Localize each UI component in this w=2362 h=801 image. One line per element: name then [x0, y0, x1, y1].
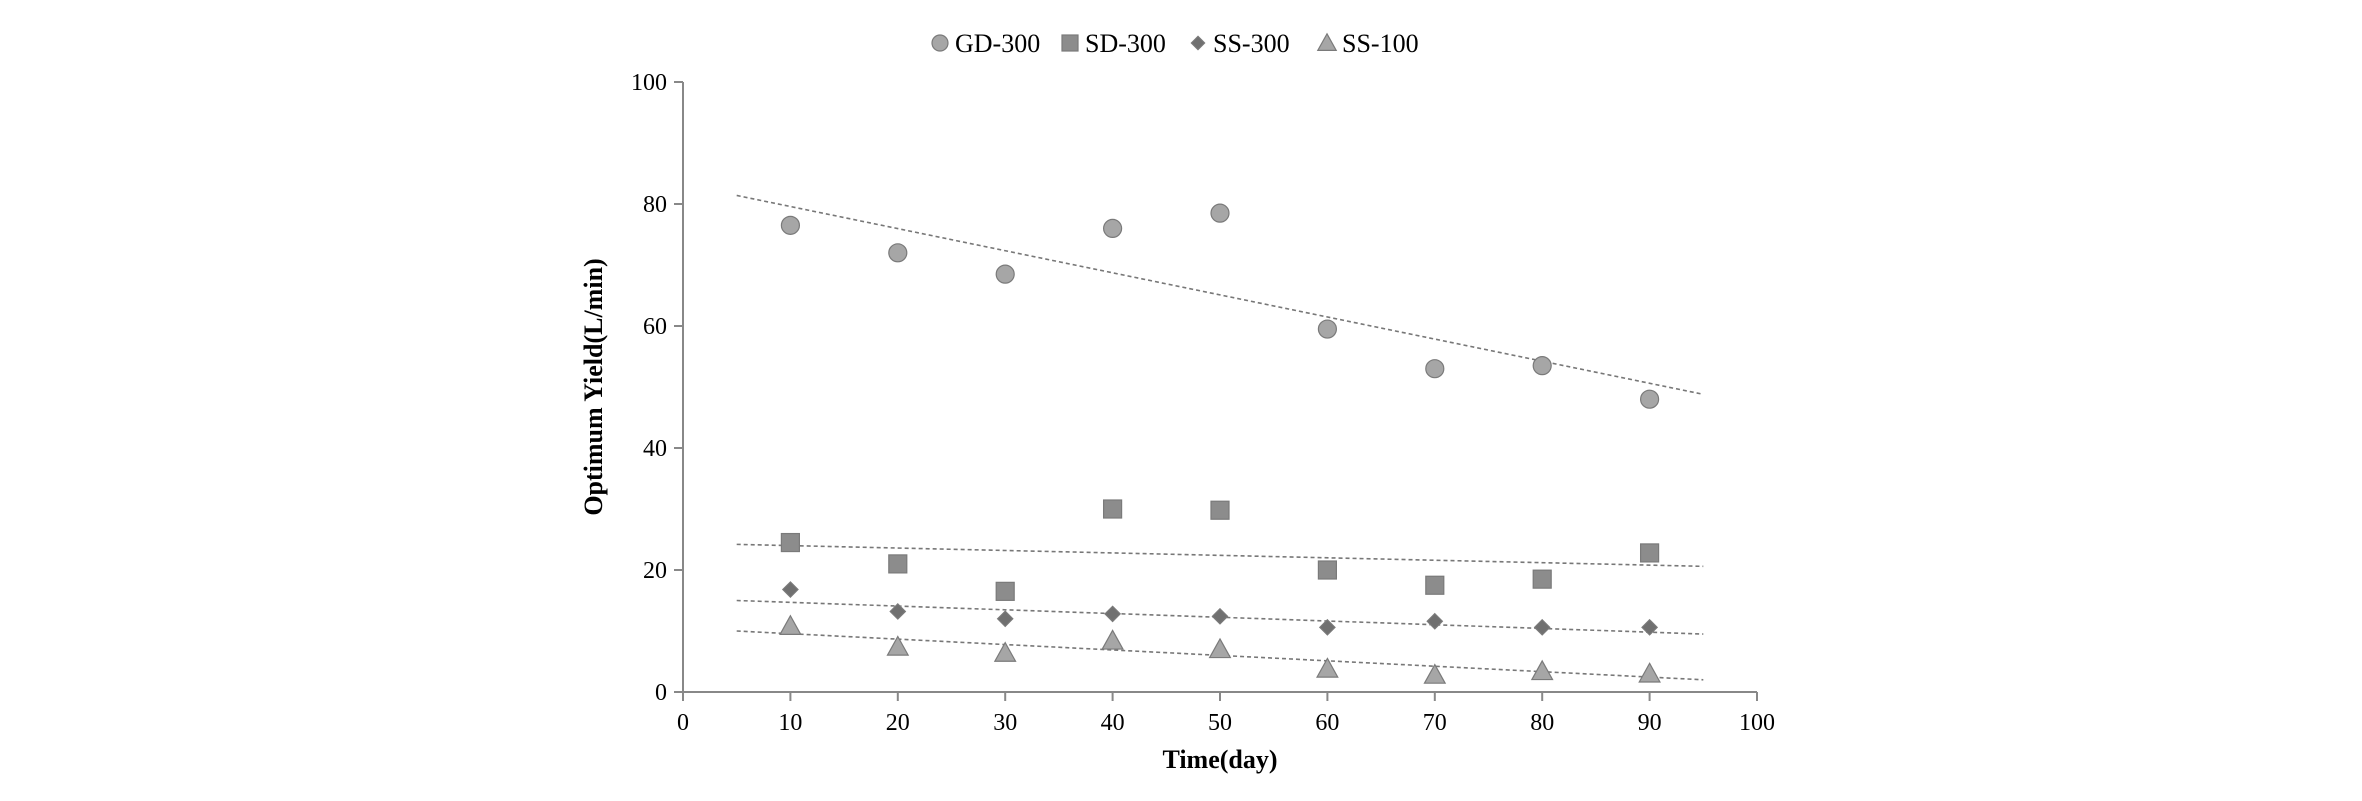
y-tick-label: 100 — [631, 70, 667, 96]
x-tick-label: 0 — [677, 710, 689, 736]
data-points — [779, 203, 1661, 684]
point-ss-300 — [1641, 618, 1659, 636]
x-axis-title: Time(day) — [1162, 745, 1277, 774]
point-gd-300 — [1317, 319, 1338, 339]
legend-item-sd-300: SD-300 — [1061, 29, 1166, 58]
legend-item-ss-300: SS-300 — [1190, 29, 1290, 58]
point-sd-300 — [1639, 543, 1660, 563]
point-ss-100 — [1423, 663, 1447, 684]
point-ss-100 — [993, 641, 1017, 662]
legend-label-ss-100: SS-100 — [1342, 29, 1419, 58]
point-ss-100 — [1208, 637, 1232, 659]
point-ss-100 — [1101, 629, 1124, 650]
x-tick-label: 80 — [1530, 710, 1554, 736]
y-tick-label: 80 — [643, 192, 667, 218]
point-gd-300 — [780, 215, 801, 235]
y-tick-label: 0 — [655, 680, 667, 706]
axes: 0 10 20 30 40 50 60 70 80 90 100 0 20 40 60 80 100 — [631, 70, 1775, 736]
trendline-sd-300 — [736, 543, 1704, 568]
x-tick-label: 100 — [1739, 710, 1775, 736]
x-tick-label: 60 — [1315, 710, 1339, 736]
x-tick-label: 50 — [1208, 710, 1232, 736]
legend-marker-ss-100 — [1316, 32, 1338, 51]
point-sd-300 — [1532, 569, 1552, 589]
legend-marker-gd-300 — [931, 34, 949, 52]
point-sd-300 — [1102, 499, 1123, 519]
legend-marker-ss-300 — [1190, 35, 1206, 51]
x-ticks: 0 10 20 30 40 50 60 70 80 90 100 — [677, 692, 1775, 736]
y-axis-title: Optimum Yield(L/min) — [579, 258, 608, 515]
point-ss-100 — [886, 635, 910, 656]
y-ticks: 0 20 40 60 80 100 — [631, 70, 683, 706]
x-tick-label: 30 — [993, 710, 1017, 736]
x-tick-label: 70 — [1423, 710, 1447, 736]
point-gd-300 — [1639, 389, 1660, 409]
x-tick-label: 90 — [1638, 710, 1662, 736]
trendline-gd-300 — [736, 194, 1704, 396]
point-gd-300 — [1102, 218, 1123, 238]
point-sd-300 — [1425, 575, 1445, 595]
y-tick-label: 40 — [643, 436, 667, 462]
point-ss-300 — [1426, 612, 1444, 630]
point-sd-300 — [1317, 560, 1338, 580]
point-ss-100 — [1530, 659, 1554, 681]
point-gd-300 — [1425, 359, 1445, 379]
x-tick-label: 10 — [778, 710, 802, 736]
x-tick-label: 20 — [886, 710, 910, 736]
point-sd-300 — [888, 554, 908, 574]
point-sd-300 — [995, 581, 1015, 601]
point-ss-100 — [1316, 657, 1339, 678]
legend-item-ss-100: SS-100 — [1316, 29, 1419, 58]
point-ss-300 — [781, 581, 799, 598]
legend-marker-sd-300 — [1061, 34, 1079, 52]
point-ss-100 — [779, 614, 802, 636]
y-tick-label: 60 — [643, 314, 667, 340]
legend-label-gd-300: GD-300 — [955, 29, 1040, 58]
legend-label-sd-300: SD-300 — [1085, 29, 1166, 58]
point-gd-300 — [1532, 356, 1552, 376]
y-tick-label: 20 — [643, 558, 667, 584]
point-sd-300 — [1210, 500, 1230, 520]
x-tick-label: 40 — [1101, 710, 1125, 736]
legend-label-ss-300: SS-300 — [1213, 29, 1290, 58]
point-gd-300 — [995, 264, 1015, 284]
point-ss-300 — [1211, 607, 1229, 625]
point-ss-300 — [1533, 618, 1551, 636]
point-gd-300 — [888, 243, 908, 263]
point-sd-300 — [780, 532, 801, 553]
point-ss-300 — [996, 610, 1014, 628]
point-ss-300 — [1104, 605, 1122, 623]
legend-item-gd-300: GD-300 — [931, 29, 1040, 58]
point-ss-100 — [1638, 662, 1661, 683]
point-gd-300 — [1210, 203, 1230, 223]
legend: GD-300 SD-300 SS-300 SS-100 — [931, 29, 1419, 58]
point-ss-300 — [889, 603, 907, 620]
point-ss-300 — [1318, 618, 1336, 636]
trendlines — [736, 194, 1704, 681]
